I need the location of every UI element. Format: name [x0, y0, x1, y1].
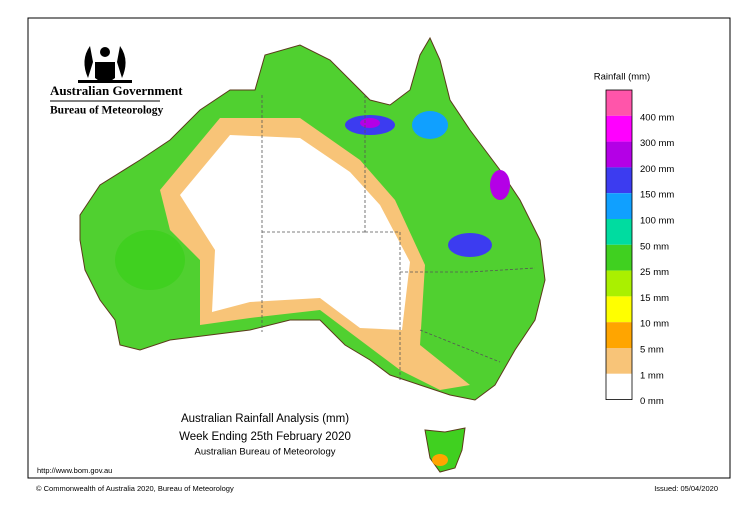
legend-swatch	[606, 219, 632, 245]
map-subtitle: Week Ending 25th February 2020	[179, 431, 351, 443]
heavy-rain	[412, 111, 448, 139]
legend-title: Rainfall (mm)	[594, 72, 650, 83]
legend-swatch	[606, 115, 632, 142]
desert	[180, 135, 410, 330]
frame	[27, 17, 731, 479]
legend-swatch	[606, 348, 632, 374]
legend-label: 25 mm	[640, 267, 669, 278]
legend-swatch	[606, 244, 632, 271]
legend-label: 0 mm	[640, 396, 664, 407]
legend-border	[605, 89, 633, 401]
legend-swatch	[606, 322, 632, 348]
legend-label: 15 mm	[640, 293, 669, 304]
legend-swatch	[606, 167, 632, 194]
rain	[115, 230, 185, 290]
heavy-rain	[360, 118, 380, 128]
legend-swatch	[606, 270, 632, 297]
map-title: Australian Rainfall Analysis (mm)	[181, 413, 349, 425]
legend-label: 200 mm	[640, 164, 674, 175]
rain	[432, 454, 448, 466]
legend-label: 100 mm	[640, 216, 674, 227]
url: http://www.bom.gov.au	[37, 466, 112, 475]
legend-label: 150 mm	[640, 190, 674, 201]
issued-date: Issued: 05/04/2020	[654, 484, 718, 493]
legend-label: 10 mm	[640, 319, 669, 330]
rainfall-map	[79, 36, 546, 473]
state-borders	[261, 95, 536, 380]
legend-label: 50 mm	[640, 241, 669, 252]
map-source: Australian Bureau of Meteorology	[195, 447, 336, 458]
legend-label: 300 mm	[640, 138, 674, 149]
legend-swatch	[606, 193, 632, 219]
tasmania	[424, 427, 466, 473]
legend-swatch	[606, 296, 632, 323]
legend-swatch	[606, 90, 632, 116]
legend-swatch	[606, 373, 632, 400]
heavy-rain	[448, 233, 492, 257]
government-name: Australian Government	[50, 83, 183, 98]
agency-name: Bureau of Meteorology	[50, 105, 164, 117]
coat-of-arms	[78, 46, 132, 83]
legend-swatch	[606, 141, 632, 168]
legend-label: 5 mm	[640, 345, 664, 356]
legend: 400 mm 300 mm 200 mm 150 mm 100 mm 50 mm 25 mm…	[605, 89, 674, 407]
heavy-rain	[490, 170, 510, 200]
legend-label: 1 mm	[640, 370, 664, 381]
legend-label: 400 mm	[640, 112, 674, 123]
copyright: © Commonwealth of Australia 2020, Bureau…	[36, 484, 234, 493]
